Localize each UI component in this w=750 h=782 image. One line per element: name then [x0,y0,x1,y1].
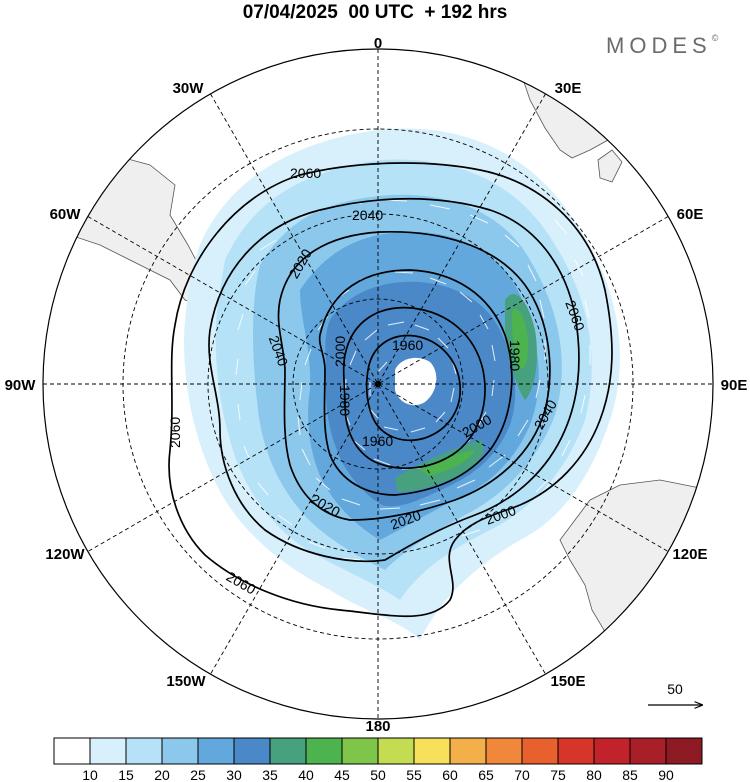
colorbar-swatch [125,737,163,765]
colorbar-tick-label: 70 [514,767,530,782]
colorbar-tick-label: 55 [406,767,422,782]
lon-label-150w: 150W [166,673,206,690]
contour-label: 1980 [337,385,353,416]
contour-label: 1960 [392,337,423,353]
colorbar-swatch [233,737,271,765]
map-title: 07/04/2025 00 UTC + 192 hrs [242,2,508,23]
colorbar-tick-label: 90 [658,767,674,782]
lon-label-120w: 120W [45,546,85,563]
colorbar-swatch [485,737,523,765]
colorbar-swatch [89,737,127,765]
lon-label-30w: 30W [173,80,205,97]
lon-label-30e: 30E [555,80,582,97]
colorbar-tick-label: 85 [622,767,638,782]
contour-1980 [342,306,486,470]
colorbar-swatch [557,737,595,765]
lon-label-60e: 60E [677,206,704,223]
colorbar-swatch [53,737,91,765]
shade-45 [420,309,529,476]
height-contours [168,162,613,618]
colorbar-swatch [593,737,631,765]
colorbar-swatch [665,737,703,765]
graticule [43,49,713,719]
logo-text: MODES [606,33,712,58]
colorbar-tick-label: 15 [118,767,134,782]
contour-label: 1980 [507,340,523,371]
contour-2000 [318,269,513,496]
colorbar-swatch [449,737,487,765]
colorbar-tick-label: 35 [262,767,278,782]
colorbar-tick-label: 40 [298,767,314,782]
wind-reference: 50 [648,681,702,705]
colorbar-tick-label: 65 [478,767,494,782]
colorbar-tick-label: 25 [190,767,206,782]
colorbar-tick-label: 45 [334,767,350,782]
lon-label-180: 180 [365,718,390,735]
map-boundary [42,48,714,720]
land-madagascar [597,149,623,183]
contour-2060 [168,162,613,618]
colorbar-tick-label: 20 [154,767,170,782]
colorbar-swatch [197,737,235,765]
colorbar-swatch [377,737,415,765]
lon-label-90w: 90W [5,377,37,394]
colorbar-swatch [341,737,379,765]
wind-reference-label: 50 [667,681,683,697]
colorbar-tick-label: 75 [550,767,566,782]
longitude-labels: 0 30E 60E 90E 120E 150E 180 150W 120W 90… [5,35,748,735]
pole-marker [375,381,381,387]
copyright-mark: © [711,33,719,43]
colorbar-tick-label: 30 [226,767,242,782]
contour-label: 2040 [352,207,383,223]
colorbar: 10 15 20 25 30 35 40 45 50 55 60 65 70 75 80 85 90 [53,737,703,782]
colorbar-swatch [269,737,307,765]
contour-label-group: 2060 2040 2020 2000 1980 1960 2060 2040 … [167,165,588,598]
lon-label-0: 0 [374,35,382,52]
lon-label-90e: 90E [721,377,748,394]
colorbar-tick-label: 60 [442,767,458,782]
contour-label: 2060 [290,165,321,181]
colorbar-tick-label: 10 [82,767,98,782]
contour-label: 2060 [167,417,183,448]
colorbar-tick-label: 50 [370,767,386,782]
colorbar-tick-label: 80 [586,767,602,782]
contour-label: 2000 [332,336,348,367]
contour-2040 [208,197,580,563]
colorbar-swatch [413,737,451,765]
modes-logo: MODES© [606,33,718,59]
colorbar-swatch [629,737,667,765]
colorbar-swatch [161,737,199,765]
colorbar-swatch [521,737,559,765]
lon-label-150e: 150E [550,673,585,690]
land-australia [559,479,713,691]
lon-label-60w: 60W [50,206,82,223]
lon-label-120e: 120E [672,546,707,563]
shade-inner-white [395,357,437,406]
contour-2020 [277,230,551,521]
contour-1960 [365,334,461,442]
colorbar-swatch [305,737,343,765]
